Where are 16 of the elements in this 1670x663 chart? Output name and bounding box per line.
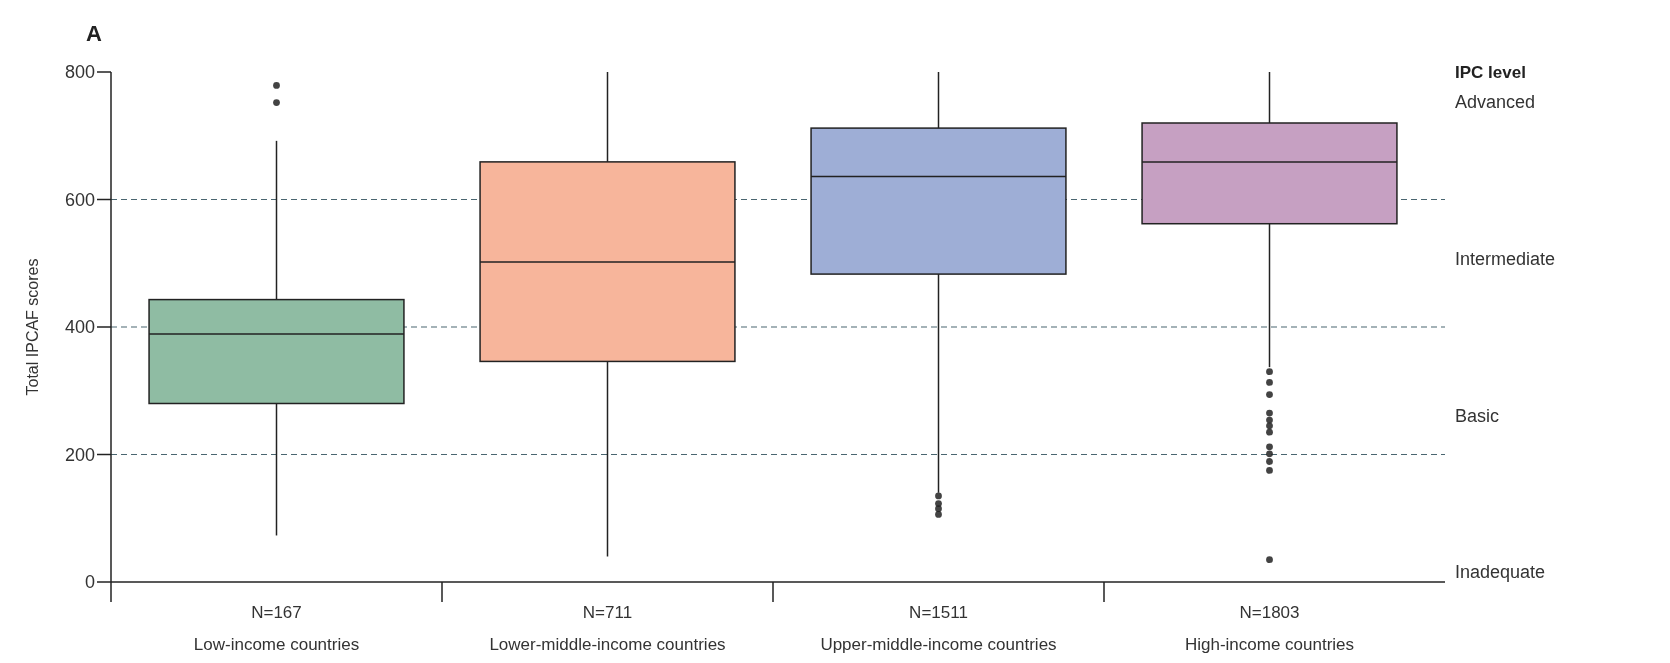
x-tick-label: N=1511 Upper-middle-income countries <box>820 602 1057 654</box>
y-tick-label: 600 <box>64 189 95 210</box>
y-tick-label: 800 <box>64 62 95 83</box>
y-tick-label: 200 <box>64 444 95 465</box>
text: Intermediate <box>1455 248 1556 269</box>
x-tick-label: N=711 Lower-middle-income countries <box>489 602 726 654</box>
x-tick-label: N=1803 High-income countries <box>1184 602 1355 654</box>
y-tick-label: 0 <box>84 572 95 593</box>
chart-title: A <box>86 21 102 46</box>
legend-title: IPC level <box>1455 62 1526 82</box>
text: Basic <box>1455 405 1500 426</box>
text: Advanced <box>1455 92 1536 113</box>
text: Inadequate <box>1455 562 1546 583</box>
y-tick-label: 400 <box>64 317 95 338</box>
x-tick-label: N=167 Low-income countries <box>193 602 360 654</box>
y-axis-title: Total IPCAF scores <box>24 258 41 396</box>
